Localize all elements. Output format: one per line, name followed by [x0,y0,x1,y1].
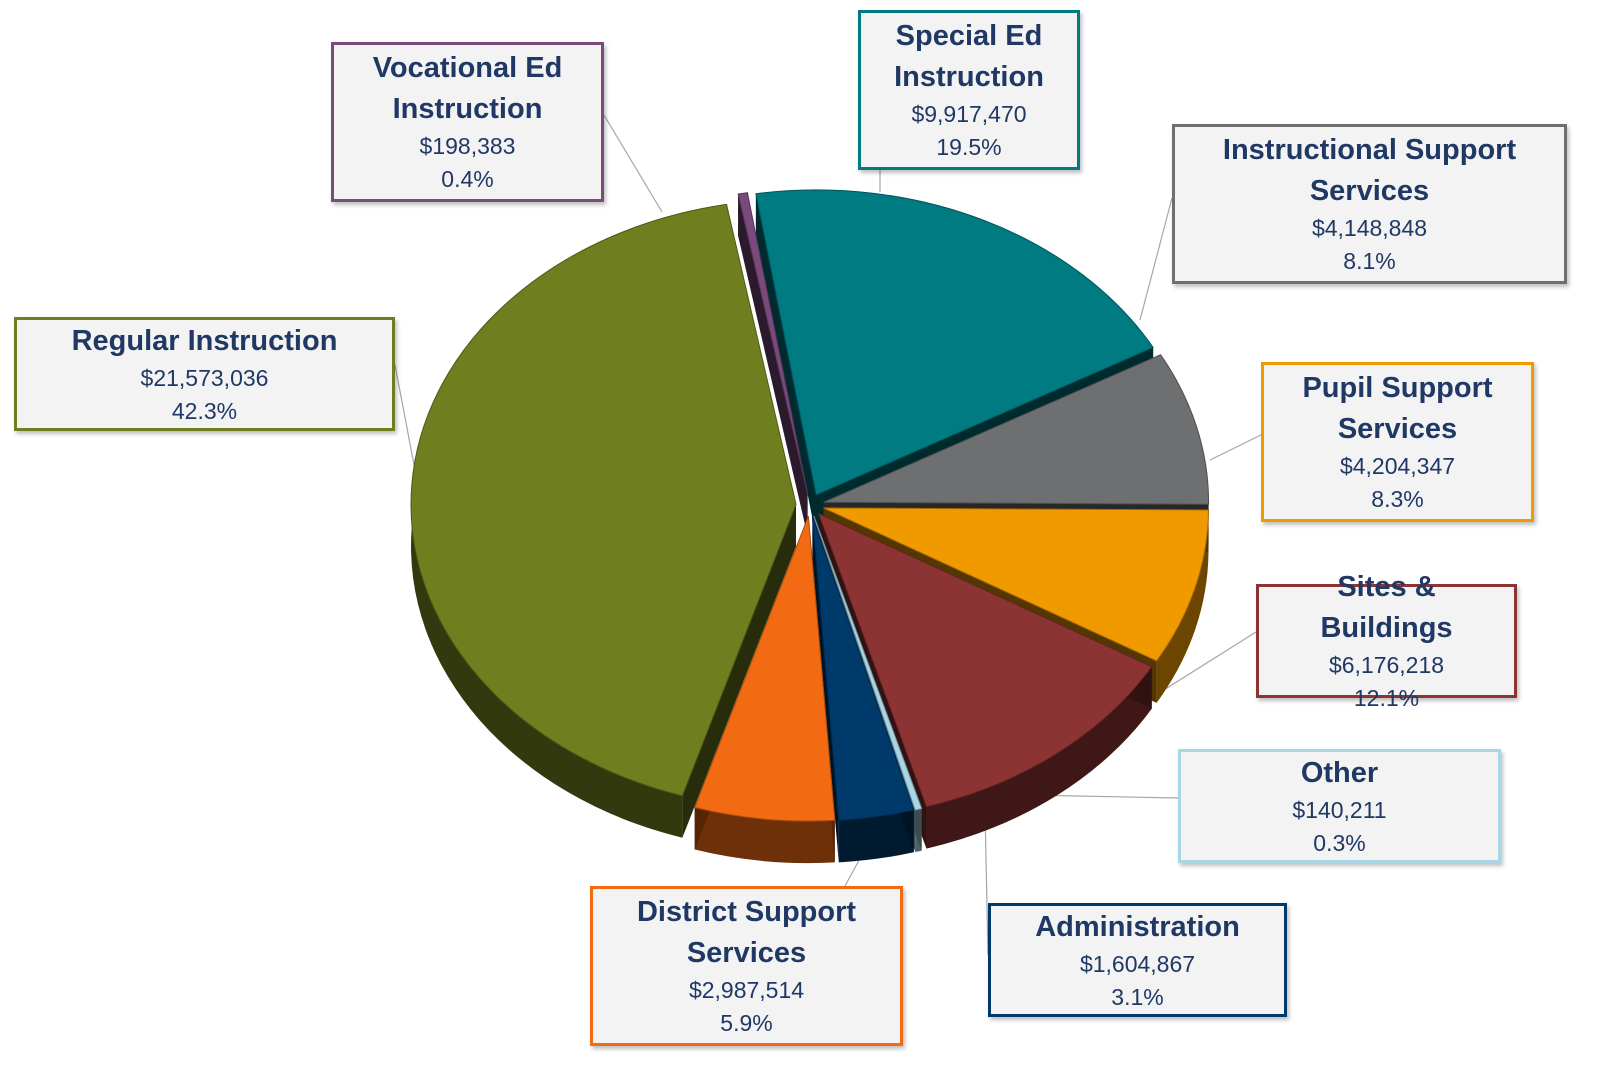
percentage-label: 8.3% [1371,486,1424,512]
slice-side-wall [738,192,808,536]
value-label: $1,604,867 [1079,950,1196,977]
slice [817,512,1153,808]
label-box: Vocational Ed Instruction $198,383 0.4% [331,42,604,202]
leader-line [1209,434,1262,461]
percentage-label: 0.3% [1313,829,1366,856]
slice-side [1156,510,1209,703]
leader-line [984,809,989,956]
label-box: Instructional Support Services $4,148,848… [1172,124,1567,284]
category-label: Vocational Ed Instruction [372,52,563,125]
slice [811,515,915,821]
slice [737,192,809,495]
value-label: $4,204,347 [1339,453,1456,479]
value-label: $9,917,470 [911,101,1027,127]
category-label: Other [1300,756,1379,789]
percentage-label: 12.1% [1353,685,1420,711]
label-box: Pupil Support Services $4,204,347 8.3% [1261,362,1534,522]
slice [694,515,836,822]
slice [813,515,923,811]
label-box: Administration $1,604,867 3.1% [988,903,1287,1017]
percentage-label: 42.3% [171,397,238,424]
slice [755,189,1154,496]
percentage-label: 5.9% [720,1010,773,1036]
label-box: Sites & Buildings $6,176,218 12.1% [1256,571,1517,711]
value-label: $140,211 [1292,796,1387,823]
slice-side-wall [682,204,797,838]
value-label: $198,383 [419,133,516,159]
leader-line [1139,197,1173,321]
category-label: Sites & Buildings [1320,571,1453,644]
category-label: Special Ed Instruction [894,20,1044,93]
value-label: $4,148,848 [1311,215,1428,241]
value-label: $2,987,514 [688,977,805,1003]
label-box: District Support Services $2,987,514 5.9% [590,886,903,1046]
leader-line [394,364,416,471]
slice [410,203,797,797]
category-label: Pupil Support Services [1302,372,1493,445]
percentage-label: 19.5% [936,134,1002,160]
value-label: $21,573,036 [140,364,269,391]
label-box: Special Ed Instruction $9,917,470 19.5% [858,10,1080,170]
slice [823,507,1210,662]
label-box: Other $140,211 0.3% [1178,749,1501,863]
value-label: $6,176,218 [1328,652,1445,678]
slice-side [838,810,914,863]
slice [823,354,1210,505]
slice-side [926,666,1152,849]
category-label: Instructional Support Services [1222,134,1517,207]
percentage-label: 3.1% [1111,983,1164,1010]
category-label: Administration [1035,910,1240,943]
category-label: Regular Instruction [71,324,338,357]
percentage-label: 8.1% [1343,248,1396,274]
category-label: District Support Services [636,896,857,969]
leader-line [603,114,663,213]
percentage-label: 0.4% [441,166,494,192]
label-box: Regular Instruction $21,573,036 42.3% [14,317,395,431]
